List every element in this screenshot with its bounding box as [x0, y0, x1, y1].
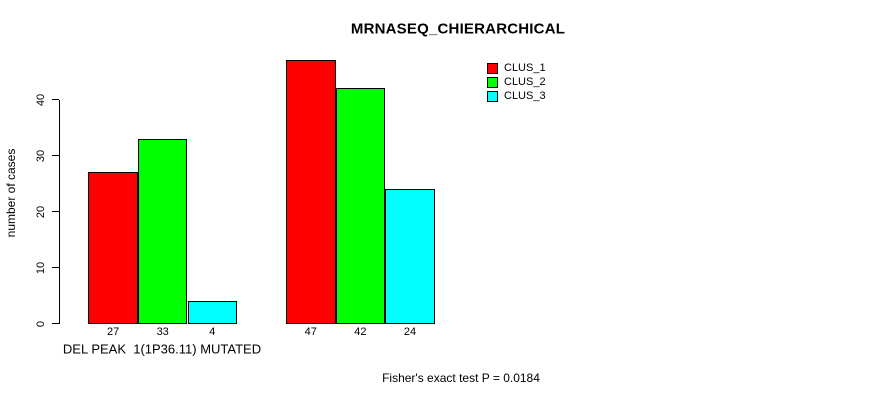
- legend-swatch-clus_1: [487, 63, 498, 74]
- fisher-test-annotation: Fisher's exact test P = 0.0184: [382, 371, 540, 385]
- y-tick-label: 10: [35, 261, 47, 274]
- legend-label: CLUS_2: [504, 76, 546, 88]
- legend-item: CLUS_1: [487, 63, 546, 74]
- chart-title: MRNASEQ_CHIERARCHICAL: [350, 20, 566, 38]
- y-tick: [52, 323, 59, 324]
- bar-value-label: 47: [304, 325, 317, 338]
- bar-value-label: 27: [106, 325, 120, 338]
- legend-item: CLUS_2: [487, 77, 546, 88]
- bar-value-label: 24: [403, 325, 417, 338]
- bar-clus_1-group2: [286, 60, 336, 325]
- bar-clus_3-group1: [187, 301, 238, 325]
- bar-clus_1-group1: [88, 172, 138, 325]
- y-tick: [52, 211, 59, 212]
- legend-swatch-clus_3: [487, 91, 498, 102]
- bar-value-label: 4: [209, 325, 216, 338]
- y-tick-label: 20: [35, 205, 47, 218]
- bar-clus_2-group1: [137, 138, 188, 325]
- y-tick: [52, 99, 59, 100]
- bar-value-label: 42: [354, 325, 367, 338]
- y-tick: [52, 155, 59, 156]
- legend-swatch-clus_2: [487, 77, 498, 88]
- y-axis-line: [59, 99, 60, 324]
- legend-label: CLUS_1: [504, 62, 546, 74]
- bar-clus_3-group2: [385, 189, 435, 325]
- x-category-label: DEL PEAK 1(1P36.11) MUTATED: [62, 341, 262, 357]
- bar-clus_2-group2: [335, 88, 386, 325]
- y-tick-label: 0: [35, 320, 47, 327]
- y-tick: [52, 267, 59, 268]
- y-tick-label: 30: [35, 149, 47, 162]
- y-tick-label: 40: [35, 93, 47, 106]
- legend-item: CLUS_3: [487, 91, 546, 102]
- legend: CLUS_1 CLUS_2 CLUS_3: [487, 63, 546, 102]
- legend-label: CLUS_3: [504, 90, 546, 102]
- bar-value-label: 33: [156, 325, 169, 338]
